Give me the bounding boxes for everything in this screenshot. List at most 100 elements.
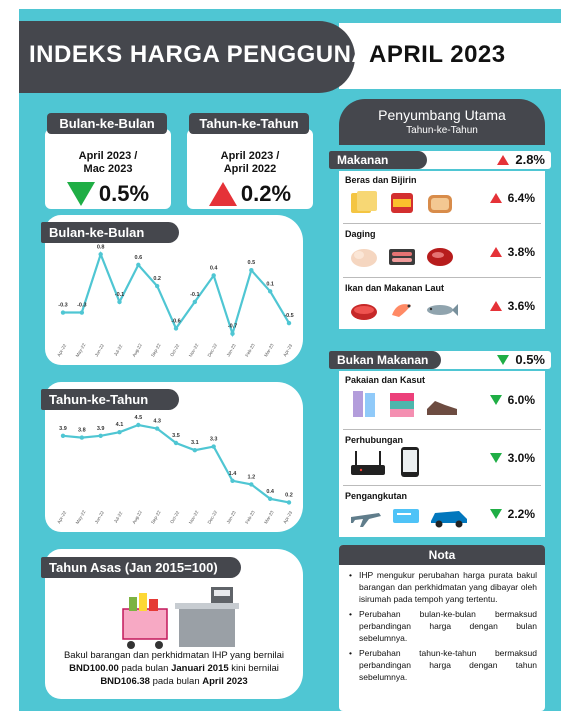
tick-label: Apr-22 (56, 343, 67, 358)
sardine-can-icon (351, 304, 377, 320)
yoy-value-row: 0.2% (187, 181, 313, 207)
bread-icon (428, 195, 452, 213)
data-label: 3.9 (59, 426, 67, 432)
yoy-period-line1: April 2023 / (220, 150, 280, 162)
tick-label: Dec-22 (207, 342, 219, 357)
data-label: -0.1 (115, 292, 124, 298)
data-point (211, 444, 216, 449)
contributors-header: Penyumbang Utama Tahun-ke-Tahun (339, 99, 545, 145)
data-label: 0.2 (285, 492, 293, 498)
divider (343, 223, 541, 224)
nonfood-item-1-value: 6.0% (489, 393, 535, 407)
title-banner (19, 21, 355, 93)
notes-list: IHP mengukur perubahan harga purata baku… (349, 569, 537, 686)
clothes-icon (353, 391, 375, 417)
shopping-cart-icon (122, 593, 168, 649)
divider (343, 429, 541, 430)
nonfood-item-2-value: 3.0% (489, 451, 535, 465)
yoy-period-line2: April 2022 (223, 163, 277, 175)
data-point (173, 326, 179, 331)
data-point (249, 482, 254, 487)
nonfood-category-bar: Bukan Makanan 0.5% (329, 351, 551, 369)
data-point (117, 430, 122, 435)
notes-title: Nota (339, 545, 545, 565)
sausage-icon (389, 249, 415, 265)
down-triangle-icon (489, 509, 502, 519)
notes-card: Nota IHP mengukur perubahan harga purata… (339, 545, 545, 711)
tick-label: Feb-23 (244, 509, 256, 524)
food-category-bar: Makanan 2.8% (329, 151, 551, 169)
tick-label: Aug-22 (131, 342, 143, 357)
note-item: IHP mengukur perubahan harga purata baku… (349, 569, 537, 605)
data-point (192, 299, 198, 305)
nonfood-items-card: Pakaian dan Kasut 6.0% Perhubungan 3.0% (339, 371, 545, 537)
food-item-2-icons (349, 243, 455, 269)
yoy-value: 0.2% (240, 181, 292, 206)
data-label: -0.3 (77, 303, 86, 309)
tick-label: Jan-23 (226, 510, 237, 525)
tick-label: May-22 (75, 509, 87, 525)
food-item-3-title: Ikan dan Makanan Laut (345, 283, 445, 293)
beef-icon (427, 248, 453, 266)
food-item-1-value: 6.4% (489, 191, 535, 205)
food-category-label: Makanan (329, 151, 427, 169)
nonfood-item-2: Perhubungan 3.0% (339, 431, 545, 483)
cracker-icon (351, 191, 377, 213)
data-point (98, 433, 103, 438)
up-triangle-icon (497, 154, 510, 165)
food-category-value: 2.8% (497, 152, 545, 167)
airplane-icon (351, 513, 381, 527)
data-label: -0.3 (58, 303, 67, 309)
data-label: -0.1 (190, 292, 199, 298)
down-triangle-icon (66, 182, 95, 206)
data-point (230, 331, 235, 336)
up-triangle-icon (489, 193, 502, 203)
data-point (79, 435, 85, 440)
data-point (136, 262, 141, 268)
mom-line-chart: -0.3 Apr-22 -0.3 May-22 0.8 Jun-22 -0.1 Jul-22 0… (56, 244, 294, 358)
main-contributors-panel: Penyumbang Utama Tahun-ke-Tahun Makanan … (329, 99, 561, 711)
food-items-card: Beras dan Bijirin 6.4% Daging 3.8% (339, 171, 545, 329)
yoy-line-chart: 3.9 Apr-22 3.8 May-22 3.9 Jun-22 4.1 Jul-22 4.5 A… (56, 415, 293, 525)
data-point (79, 310, 85, 315)
smartphone-icon (401, 447, 419, 477)
nonfood-category-value: 0.5% (497, 352, 545, 367)
down-triangle-icon (497, 354, 510, 365)
data-point (192, 448, 198, 453)
router-icon (351, 451, 385, 475)
data-label: 3.8 (78, 428, 86, 434)
food-item-2: Daging 3.8% (339, 225, 545, 275)
data-label: 4.1 (116, 422, 124, 428)
data-point (60, 433, 66, 438)
data-point (136, 422, 141, 428)
data-label: -0.7 (228, 324, 237, 330)
base-year-text-line3: BND106.38 pada bulan April 2023 (100, 676, 248, 687)
data-point (286, 320, 292, 326)
data-point (267, 496, 273, 501)
tick-label: Apr-22 (56, 510, 67, 525)
data-point (211, 273, 216, 278)
data-label: 1.2 (248, 474, 256, 480)
nonfood-item-3-title: Pengangkutan (345, 491, 408, 501)
data-label: 0.4 (266, 489, 275, 495)
tick-label: Jul-22 (113, 343, 124, 357)
tick-label: Mar-23 (263, 342, 275, 357)
nonfood-item-2-title: Perhubungan (345, 435, 403, 445)
up-triangle-icon (489, 301, 502, 311)
nonfood-item-1-icons (349, 387, 459, 421)
nonfood-category-label: Bukan Makanan (329, 351, 441, 369)
data-label: 4.5 (135, 415, 143, 421)
cashier-counter-icon (175, 587, 239, 647)
yoy-label: Tahun-ke-Tahun (189, 113, 309, 134)
data-point (154, 426, 160, 431)
tick-label: Jun-22 (94, 510, 105, 525)
report-date: APRIL 2023 (369, 41, 506, 68)
data-point (117, 299, 122, 305)
data-label: 3.9 (97, 426, 105, 432)
tick-label: Oct-22 (169, 510, 180, 525)
shopping-cashier-illustration (122, 587, 239, 649)
mom-chart-title: Bulan-ke-Bulan (41, 222, 179, 243)
mom-period-line2: Mac 2023 (83, 163, 133, 175)
up-triangle-icon (208, 182, 237, 206)
tick-label: Mar-23 (263, 509, 275, 524)
